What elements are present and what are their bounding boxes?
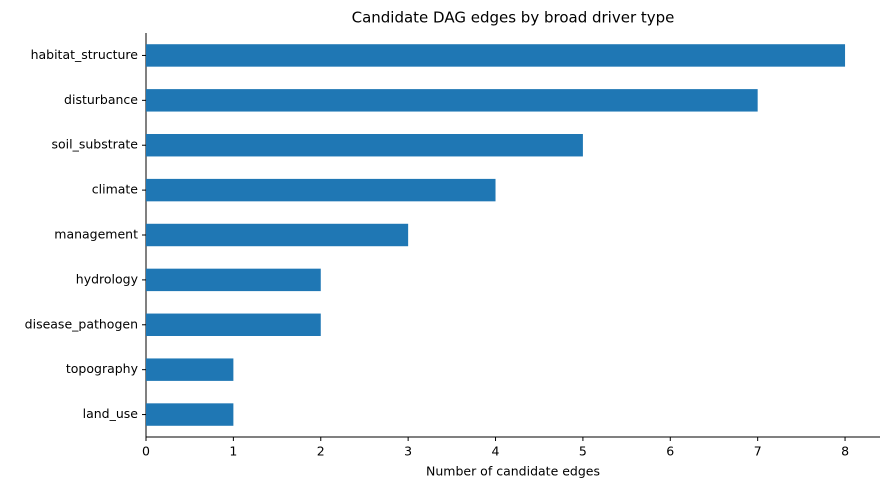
y-tick-label: soil_substrate — [51, 137, 138, 152]
y-tick-label: management — [54, 227, 138, 242]
y-tick-label: habitat_structure — [31, 47, 139, 62]
x-tick-label: 6 — [666, 444, 674, 459]
x-tick-label: 3 — [404, 444, 412, 459]
y-tick-label: hydrology — [76, 271, 139, 286]
bar — [146, 403, 234, 426]
chart-title: Candidate DAG edges by broad driver type — [352, 9, 675, 27]
x-tick-label: 0 — [142, 444, 150, 459]
x-tick-label: 5 — [579, 444, 587, 459]
bar — [146, 178, 496, 202]
bar — [146, 89, 758, 112]
bar — [146, 44, 846, 67]
x-tick-label: 7 — [754, 444, 762, 459]
bar — [146, 223, 409, 247]
bar — [146, 134, 583, 157]
x-tick-label: 8 — [841, 444, 849, 459]
x-tick-label: 1 — [229, 444, 237, 459]
y-tick-label: disturbance — [64, 92, 138, 107]
y-tick-label: topography — [66, 361, 139, 376]
bar — [146, 268, 321, 292]
y-tick-label: land_use — [83, 406, 139, 421]
bar — [146, 358, 234, 381]
x-tick-label: 4 — [492, 444, 500, 459]
y-tick-label: disease_pathogen — [25, 316, 138, 331]
x-axis-label: Number of candidate edges — [426, 464, 600, 479]
bar — [146, 313, 321, 336]
x-tick-label: 2 — [317, 444, 325, 459]
y-tick-label: climate — [92, 182, 139, 197]
